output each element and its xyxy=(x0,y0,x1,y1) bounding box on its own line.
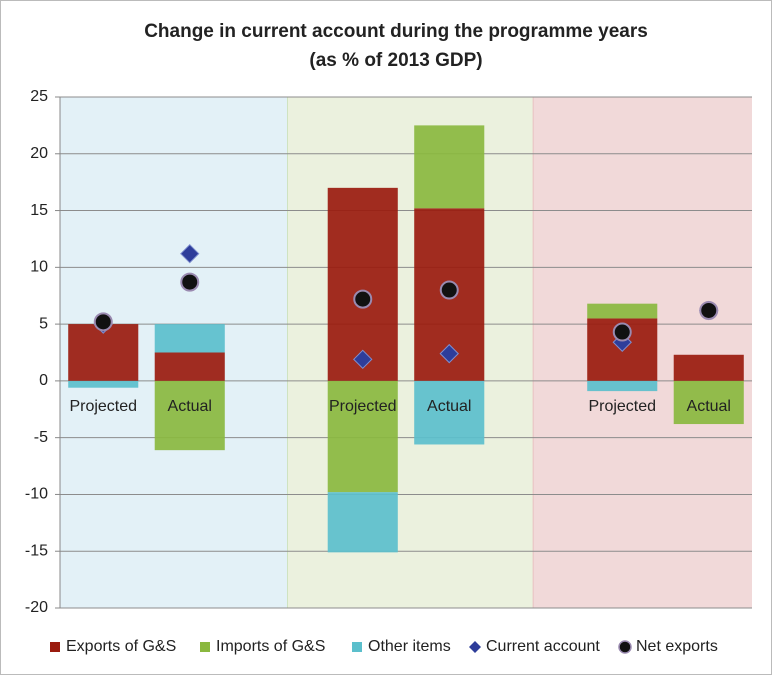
y-tick-label: -5 xyxy=(34,429,48,446)
y-tick-label: 5 xyxy=(39,315,48,332)
legend-swatch xyxy=(200,642,210,652)
y-tick-label: 0 xyxy=(39,372,48,389)
legend-label: Imports of G&S xyxy=(216,638,325,655)
legend-label: Net exports xyxy=(636,638,718,655)
net-exports-marker xyxy=(93,312,113,332)
net-exports-marker xyxy=(699,300,719,320)
current-account-marker xyxy=(180,243,200,264)
x-tick-label: Actual xyxy=(427,398,471,415)
y-tick-label: 10 xyxy=(30,259,48,276)
legend-swatch xyxy=(50,642,60,652)
legend-swatch xyxy=(469,641,481,653)
y-tick-label: 20 xyxy=(30,145,48,162)
bar xyxy=(673,380,744,425)
bar xyxy=(327,187,398,381)
chart-title: Change in current account during the pro… xyxy=(144,21,648,42)
chart-subtitle: (as % of 2013 GDP) xyxy=(309,50,482,71)
y-tick-label: -20 xyxy=(25,599,48,616)
legend-swatch xyxy=(352,642,362,652)
net-exports-marker xyxy=(180,272,200,292)
net-exports-marker xyxy=(353,289,373,309)
bar xyxy=(587,303,658,319)
net-exports-marker xyxy=(439,280,459,300)
bar xyxy=(327,380,398,493)
legend-swatch xyxy=(618,640,632,654)
bar xyxy=(673,354,744,381)
bar xyxy=(327,492,398,553)
x-tick-label: Actual xyxy=(687,398,731,415)
legend-label: Exports of G&S xyxy=(66,638,176,655)
x-tick-label: Actual xyxy=(168,398,212,415)
current-account-marker xyxy=(439,343,459,364)
legend-label: Other items xyxy=(368,638,451,655)
x-tick-label: Projected xyxy=(588,398,656,415)
y-tick-label: -10 xyxy=(25,486,48,503)
net-exports-marker xyxy=(612,322,632,342)
panel-background xyxy=(287,97,534,608)
y-tick-label: 15 xyxy=(30,202,48,219)
bar xyxy=(154,352,225,381)
y-tick-label: 25 xyxy=(30,88,48,105)
bar xyxy=(587,380,658,392)
bar xyxy=(154,380,225,451)
y-tick-label: -15 xyxy=(25,542,48,559)
current-account-marker xyxy=(353,349,373,370)
x-tick-label: Projected xyxy=(69,398,137,415)
bar xyxy=(414,380,485,445)
legend-label: Current account xyxy=(486,638,600,655)
bar xyxy=(414,125,485,209)
bar xyxy=(68,380,139,388)
bar xyxy=(154,324,225,353)
x-tick-label: Projected xyxy=(329,398,397,415)
